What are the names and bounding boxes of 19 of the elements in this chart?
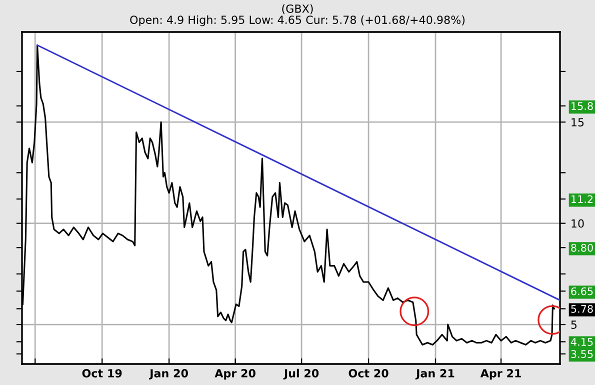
y-tick-label: 10 <box>572 219 584 228</box>
x-tick-label: Jul 20 <box>283 368 319 380</box>
x-tick-label: Jan 20 <box>149 369 188 380</box>
y-tick-label: 5 <box>571 320 577 329</box>
y-tick-label: 6.65 <box>571 287 593 296</box>
y-tick-label: 3.55 <box>571 350 593 358</box>
chart-subtitle: Open: 4.9 High: 5.95 Low: 4.65 Cur: 5.78 (+01.68/+40.98%) <box>130 15 465 26</box>
y-tick-label: 11.2 <box>572 195 593 203</box>
y-tick-label: 15 <box>572 118 584 126</box>
chart-title: (GBX) <box>282 4 313 14</box>
y-tick-label: 15.8 <box>572 102 593 110</box>
x-tick-label: Apr 21 <box>480 369 521 380</box>
x-tick-label: Oct 20 <box>348 369 388 378</box>
x-tick-label: Apr 20 <box>214 369 256 380</box>
x-tick-label: Jan 21 <box>415 369 454 380</box>
x-tick-label: Oct 19 <box>82 369 122 378</box>
y-tick-label: 4.15 <box>570 338 593 346</box>
y-tick-label: 5.78 <box>571 304 593 313</box>
y-tick-label: 8.80 <box>571 244 593 252</box>
